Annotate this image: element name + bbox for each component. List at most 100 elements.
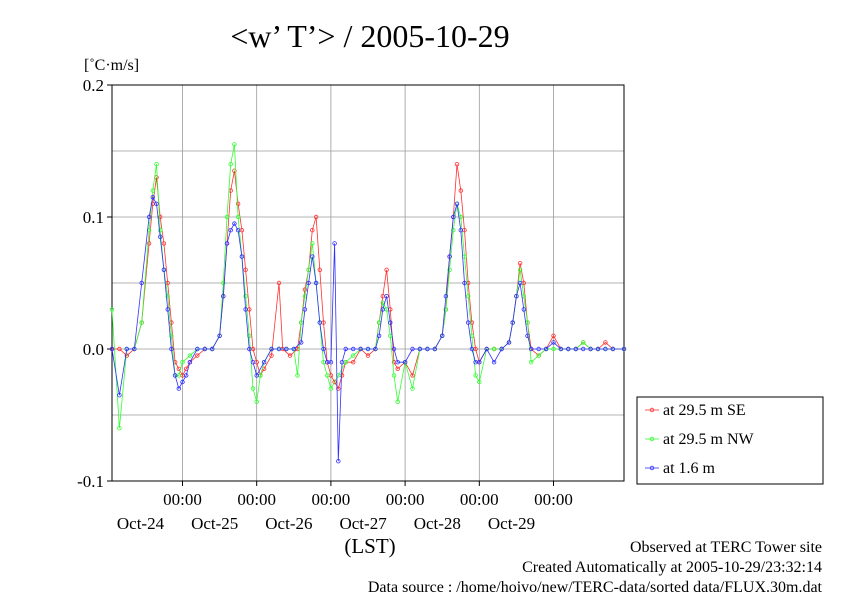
data-point [525,333,530,338]
data-point [521,307,526,312]
data-point [146,241,152,246]
data-point [466,320,471,325]
footer-data-source: Data source : /home/hoivo/new/TERC-data/… [368,579,823,595]
data-point [187,360,193,365]
data-point [328,360,334,365]
data-point [169,346,174,352]
data-point [247,346,252,352]
data-point [351,360,356,365]
legend: at 29.5 m SE at 29.5 m NW at 1.6 m [636,396,824,485]
data-point [391,346,397,352]
data-point [595,346,601,352]
data-point [221,294,226,299]
plot-frame [111,84,625,482]
data-point [161,241,167,246]
y-tick-label: 0.1 [83,208,104,227]
data-point [376,333,382,338]
data-point [395,360,400,365]
data-point [157,234,163,239]
data-point [499,346,504,352]
data-point [514,294,519,299]
y-axis: 0.2 0.1 0.0 -0.1 [77,76,112,491]
data-point [117,393,122,398]
x-tick-time-label: 00:00 [312,490,351,509]
data-point [235,214,241,220]
data-point [228,227,233,233]
data-point [228,161,233,167]
data-point [410,346,415,352]
data-point [232,142,237,147]
data-point [239,254,245,259]
data-point [581,340,586,345]
data-point [250,360,256,365]
data-point [180,379,185,385]
data-point [395,399,400,404]
data-point [287,353,293,358]
data-point [447,254,452,259]
legend-label: at 29.5 m SE [663,402,746,419]
series-line [111,144,624,429]
legend-marker [649,436,655,442]
data-point [325,373,330,378]
x-tick-date-label: Oct-28 [414,514,461,533]
grid-lines [112,84,624,482]
data-point [443,294,449,299]
x-tick-date-label: Oct-27 [339,514,387,533]
data-point [384,294,389,299]
x-tick-date-label: Oct-25 [191,514,238,533]
data-point [491,360,497,365]
chart-title: <w’ T’> / 2005-10-29 [230,18,509,54]
data-point [261,360,267,365]
x-tick-time-label: 00:00 [237,490,276,509]
data-point [157,214,163,220]
data-point [232,221,237,226]
data-point [603,346,608,352]
data-point [358,346,363,352]
data-point [551,340,556,345]
data-point [172,373,178,378]
x-tick-date-label: Oct-29 [488,514,535,533]
data-point [391,373,397,378]
data-point [484,346,489,352]
y-tick-label: -0.1 [77,472,104,491]
data-point [183,373,189,378]
series-line [112,164,624,390]
data-point [517,280,523,286]
data-point [603,340,608,345]
data-point [146,214,152,220]
data-point [336,459,341,464]
data-point [209,346,215,352]
data-point [451,214,456,220]
data-point [536,353,541,358]
y-tick-label: 0.2 [83,76,104,95]
data-point [466,294,471,299]
data-point [124,353,129,358]
data-point [458,227,463,233]
data-point [380,307,385,312]
data-point [306,280,311,286]
data-point [299,320,304,325]
data-point [321,346,326,352]
data-point [458,188,463,193]
data-point [310,254,315,259]
data-point [176,386,181,391]
y-tick-label: 0.0 [83,340,104,359]
data-point [317,267,322,272]
data-point [410,373,415,378]
data-point [581,346,586,352]
series-1 [109,142,627,431]
data-point [336,386,341,391]
data-point [610,346,616,352]
data-point [440,333,445,338]
data-point [351,346,356,352]
data-point [517,267,523,272]
data-point [402,360,408,365]
legend-label: at 1.6 m [663,460,716,477]
x-tick-time-label: 00:00 [386,490,425,509]
data-point [491,346,497,352]
data-point [588,346,593,352]
data-point [425,346,430,352]
data-point [551,346,556,352]
data-point [232,168,237,173]
